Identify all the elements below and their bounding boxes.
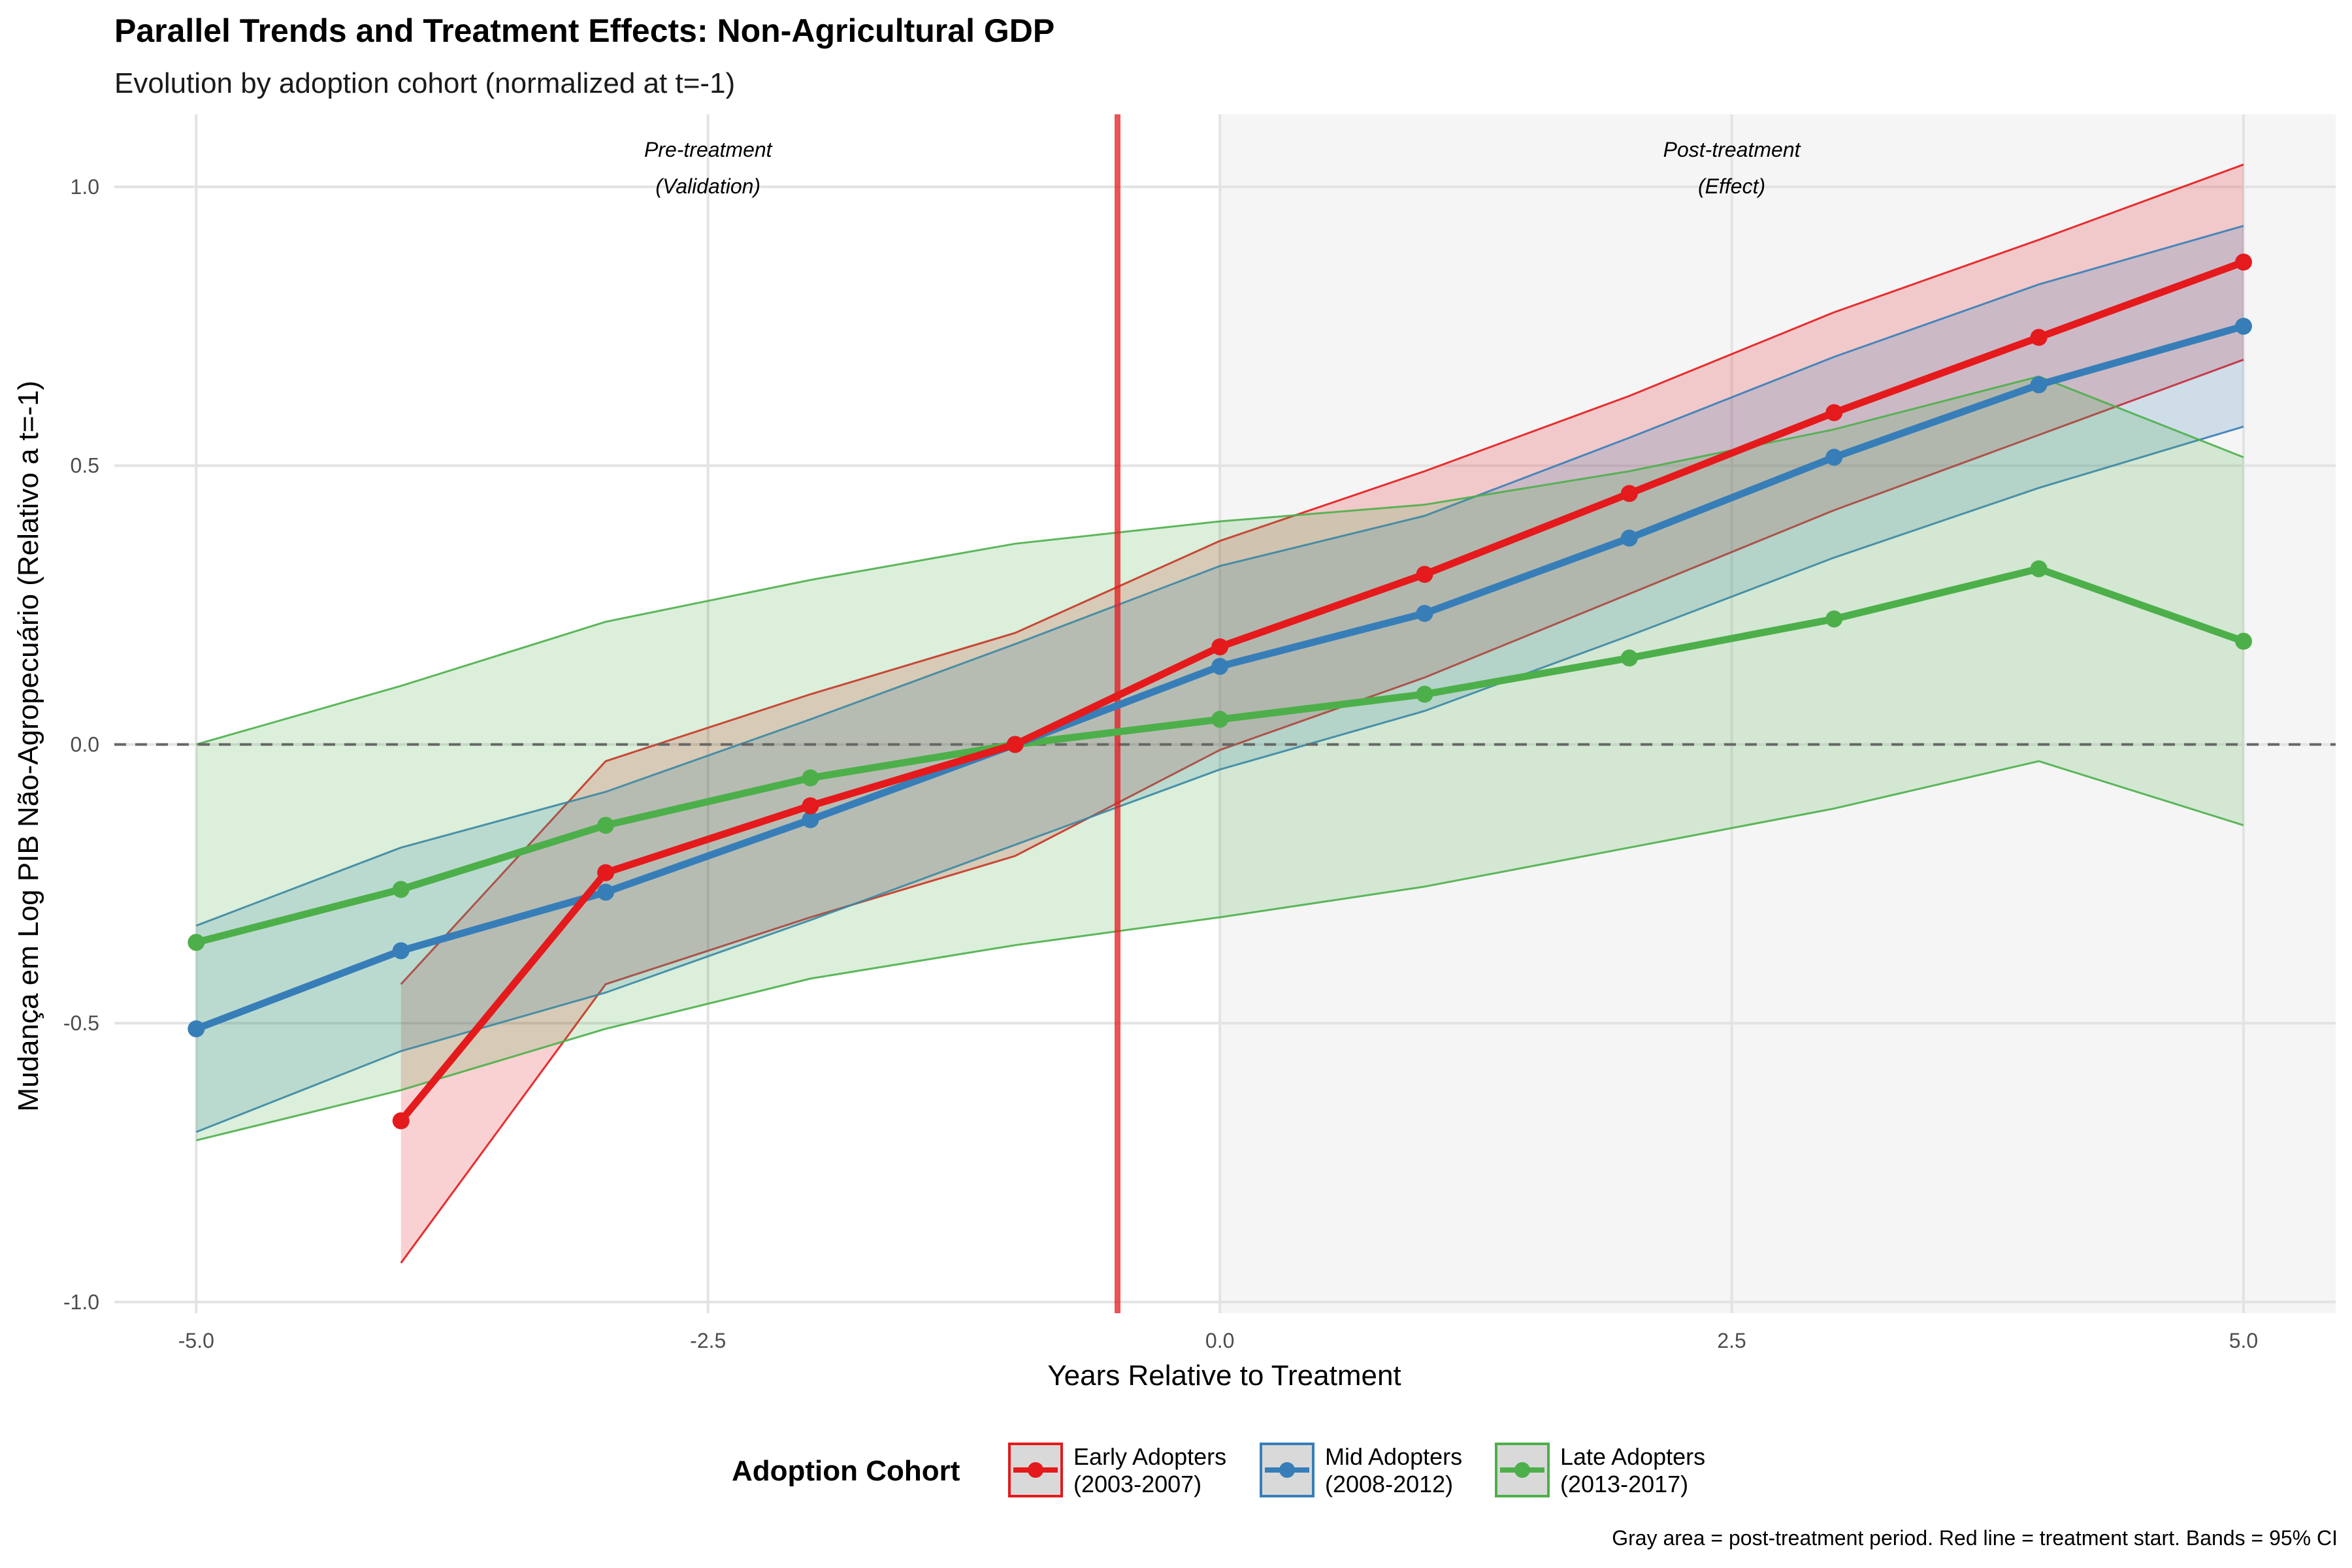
legend: Adoption Cohort Early Adopters(2003-2007… — [732, 1443, 1705, 1497]
x-tick-label-2: 0.0 — [1205, 1329, 1234, 1352]
point-series-0-8 — [2030, 329, 2048, 346]
legend-key-point-1 — [1279, 1462, 1295, 1478]
point-series-0-5 — [1416, 566, 1433, 583]
legend-label-0-line-0: Early Adopters — [1073, 1443, 1226, 1470]
point-series-1-0 — [188, 1020, 205, 1037]
y-axis-title: Mudança em Log PIB Não-Agropecuário (Rel… — [12, 381, 44, 1112]
annotation-0-line-1: (Validation) — [655, 174, 760, 198]
point-series-1-6 — [1416, 604, 1433, 622]
annotation-1-line-0: Post-treatment — [1663, 138, 1801, 161]
point-series-0-2 — [802, 797, 819, 815]
series-points — [188, 253, 2252, 1130]
point-series-0-3 — [1006, 736, 1024, 753]
legend-key-point-0 — [1028, 1462, 1043, 1478]
x-axis-title: Years Relative to Treatment — [1047, 1360, 1401, 1392]
point-series-1-3 — [802, 811, 819, 828]
legend-label-1-line-1: (2008-2012) — [1325, 1471, 1453, 1497]
point-series-1-7 — [1620, 529, 1638, 547]
point-series-2-2 — [597, 817, 615, 834]
post-treatment-area — [1220, 114, 2336, 1313]
point-series-0-0 — [392, 1112, 410, 1130]
point-series-2-8 — [1825, 610, 1843, 628]
band-lower-series-2 — [195, 760, 2244, 1141]
x-tick-label-1: -2.5 — [690, 1329, 726, 1352]
legend-label-0-line-1: (2003-2007) — [1073, 1471, 1201, 1497]
reference-lines — [114, 114, 2336, 1313]
x-tick-label-3: 2.5 — [1717, 1329, 1746, 1352]
point-series-1-5 — [1211, 657, 1229, 675]
point-series-1-1 — [392, 942, 410, 960]
period-annotations: Pre-treatment (Validation) Post-treatment (… — [644, 138, 1801, 198]
y-tick-label-4: 1.0 — [71, 175, 99, 199]
point-series-0-6 — [1620, 485, 1638, 502]
legend-key-point-2 — [1514, 1462, 1530, 1478]
point-series-2-5 — [1211, 711, 1229, 728]
point-series-2-10 — [2234, 632, 2252, 650]
point-series-2-6 — [1416, 685, 1433, 703]
chart-title: Parallel Trends and Treatment Effects: N… — [114, 12, 1054, 49]
legend-label-1-line-0: Mid Adopters — [1325, 1443, 1462, 1470]
point-series-0-9 — [2234, 253, 2252, 271]
point-series-1-10 — [2234, 318, 2252, 335]
chart-caption: Gray area = post-treatment period. Red l… — [1612, 1526, 2338, 1550]
point-series-0-1 — [597, 864, 615, 881]
point-series-2-1 — [392, 881, 410, 898]
y-tick-label-1: -0.5 — [63, 1011, 99, 1035]
band-upper-series-1 — [195, 225, 2244, 927]
band-upper-series-0 — [400, 163, 2244, 985]
band-lower-series-0 — [400, 359, 2244, 1264]
legend-title: Adoption Cohort — [732, 1455, 960, 1487]
annotation-1-line-1: (Effect) — [1698, 174, 1765, 198]
legend-label-2-line-0: Late Adopters — [1560, 1443, 1705, 1470]
annotation-0-line-0: Pre-treatment — [644, 138, 773, 161]
y-tick-label-3: 0.5 — [71, 454, 99, 478]
point-series-1-8 — [1825, 448, 1843, 466]
x-axis-ticks: -5.0 -2.5 0.0 2.5 5.0 — [178, 1329, 2258, 1352]
point-series-1-2 — [597, 883, 615, 901]
point-series-2-9 — [2030, 560, 2048, 578]
y-axis-ticks: -1.0 -0.5 0.0 0.5 1.0 — [63, 175, 99, 1314]
plot-background — [1220, 114, 2336, 1313]
point-series-2-3 — [802, 769, 819, 787]
point-series-1-9 — [2030, 376, 2048, 393]
x-tick-label-0: -5.0 — [178, 1329, 214, 1352]
chart-subtitle: Evolution by adoption cohort (normalized… — [114, 67, 735, 99]
point-series-0-7 — [1825, 404, 1843, 421]
y-tick-label-2: 0.0 — [71, 732, 99, 756]
band-upper-series-2 — [195, 375, 2244, 745]
point-series-2-7 — [1620, 649, 1638, 667]
y-tick-label-0: -1.0 — [63, 1290, 99, 1314]
point-series-0-4 — [1211, 638, 1229, 656]
line-series-0 — [398, 259, 2245, 1124]
band-lower-series-1 — [195, 425, 2244, 1134]
legend-label-2-line-1: (2013-2017) — [1560, 1471, 1688, 1497]
point-series-2-0 — [188, 934, 205, 951]
band-series-2 — [196, 376, 2244, 1141]
x-tick-label-4: 5.0 — [2229, 1329, 2258, 1352]
